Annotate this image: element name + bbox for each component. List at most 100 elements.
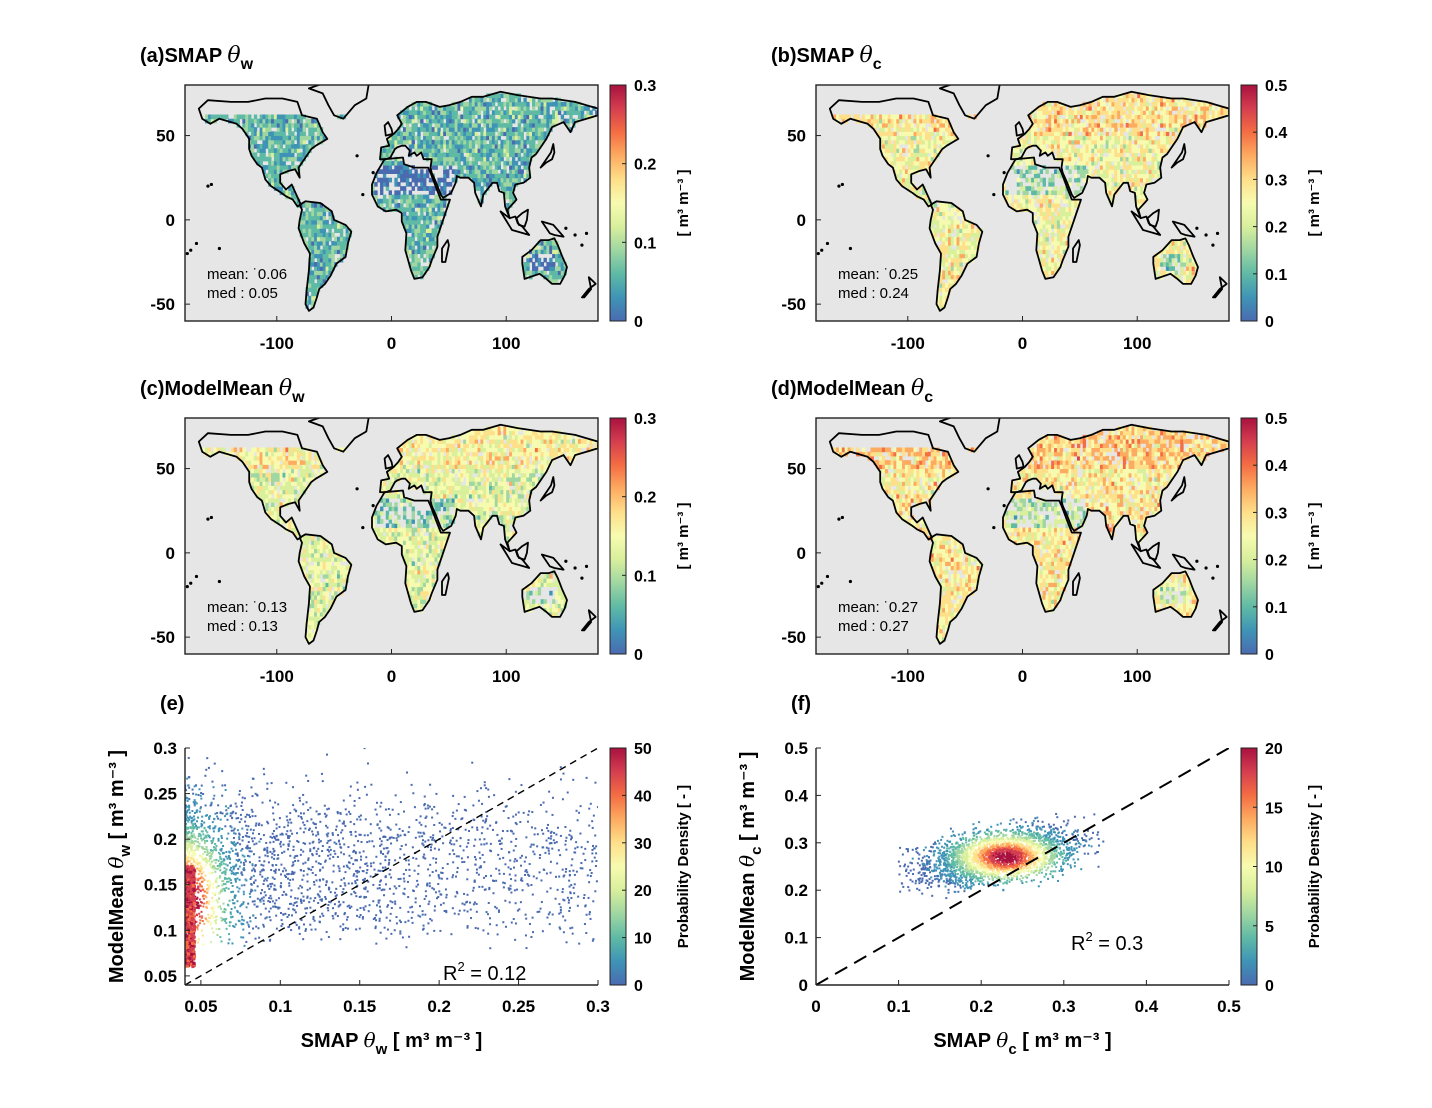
map-cell [552,101,556,107]
map-cell [276,160,281,166]
map-cell [443,160,447,166]
map-cell [500,101,504,107]
map-cell [1011,165,1015,170]
map-cell [1008,194,1012,200]
map-cell [1148,169,1153,174]
map-cell [428,106,433,111]
map-cell [927,118,932,124]
map-cell [411,561,415,566]
map-cell [339,586,344,592]
map-cell [371,523,375,529]
map-cell [316,582,321,588]
map-cell [950,236,955,242]
map-cell [431,249,436,255]
map-cell [1102,173,1107,179]
map-cell [385,536,390,541]
map-cell [1022,190,1026,196]
map-cell [942,122,946,128]
map-cell [1051,144,1055,149]
map-cell [256,493,261,499]
map-cell [308,283,312,288]
map-cell [428,198,433,204]
map-cell [299,228,304,233]
map-cell [316,561,321,566]
map-cell [1039,198,1044,204]
map-cell [939,118,943,124]
map-cell [1140,122,1144,128]
map-cell [907,169,912,174]
map-cell [273,464,278,470]
map-cell [423,447,427,453]
map-cell [1088,148,1092,153]
map-cell [554,110,559,115]
map-cell [405,464,410,470]
map-cell [1168,257,1173,263]
map-cell [279,472,284,478]
map-cell [916,139,920,145]
map-cell [1134,106,1138,111]
map-cell [592,106,596,111]
map-cell [1117,165,1121,170]
map-cell [253,139,258,145]
map-cell [947,135,952,141]
map-cell [1076,177,1081,183]
map-cell [480,131,484,137]
map-cell [924,135,929,141]
map-cell [311,203,315,208]
map-cell [437,548,441,554]
map-cell [265,122,269,128]
map-cell [552,262,556,267]
map-cell [1111,131,1115,137]
map-cell [1039,245,1044,250]
map-cell [477,110,481,115]
map-cell [1039,228,1044,233]
map-cell [276,135,281,141]
map-cell [879,135,883,141]
map-cell [1188,266,1193,271]
map-cell [417,110,421,115]
map-cell [477,156,481,162]
map-cell [443,540,447,545]
map-cell [1157,101,1161,107]
map-cell [968,253,972,259]
map-cell [308,203,312,208]
map-cell [1079,165,1084,170]
map-cell [316,472,321,478]
map-cell [308,544,312,550]
map-cell [520,160,524,166]
map-cell [1013,198,1018,204]
map-cell [1131,106,1135,111]
map-cell [319,215,324,221]
map-cell [956,262,960,267]
map-cell [380,186,384,191]
map-cell [1045,148,1049,153]
map-cell [405,455,410,461]
map-cell [411,455,415,461]
map-cell [322,232,327,238]
map-cell [445,506,450,512]
map-cell [417,455,421,461]
map-cell [291,464,295,470]
map-cell [308,299,312,305]
map-cell [1163,101,1167,107]
map-cell [1085,135,1089,141]
map-cell [1168,122,1173,128]
map-cell [930,228,935,233]
map-cell [1117,148,1121,153]
map-cell [428,114,433,120]
map-cell [887,122,892,128]
map-cell [1114,110,1118,115]
map-cell [394,523,398,529]
map-cell [394,203,398,208]
map-cell [417,139,421,145]
map-cell [916,165,920,170]
map-cell [443,519,447,524]
map-cell [494,156,499,162]
map-cell [1042,194,1046,200]
map-cell [517,152,522,158]
map-cell [916,131,920,137]
map-cell [1177,114,1181,120]
map-cell [1039,106,1044,111]
map-cell [411,266,415,271]
map-cell [417,599,421,604]
